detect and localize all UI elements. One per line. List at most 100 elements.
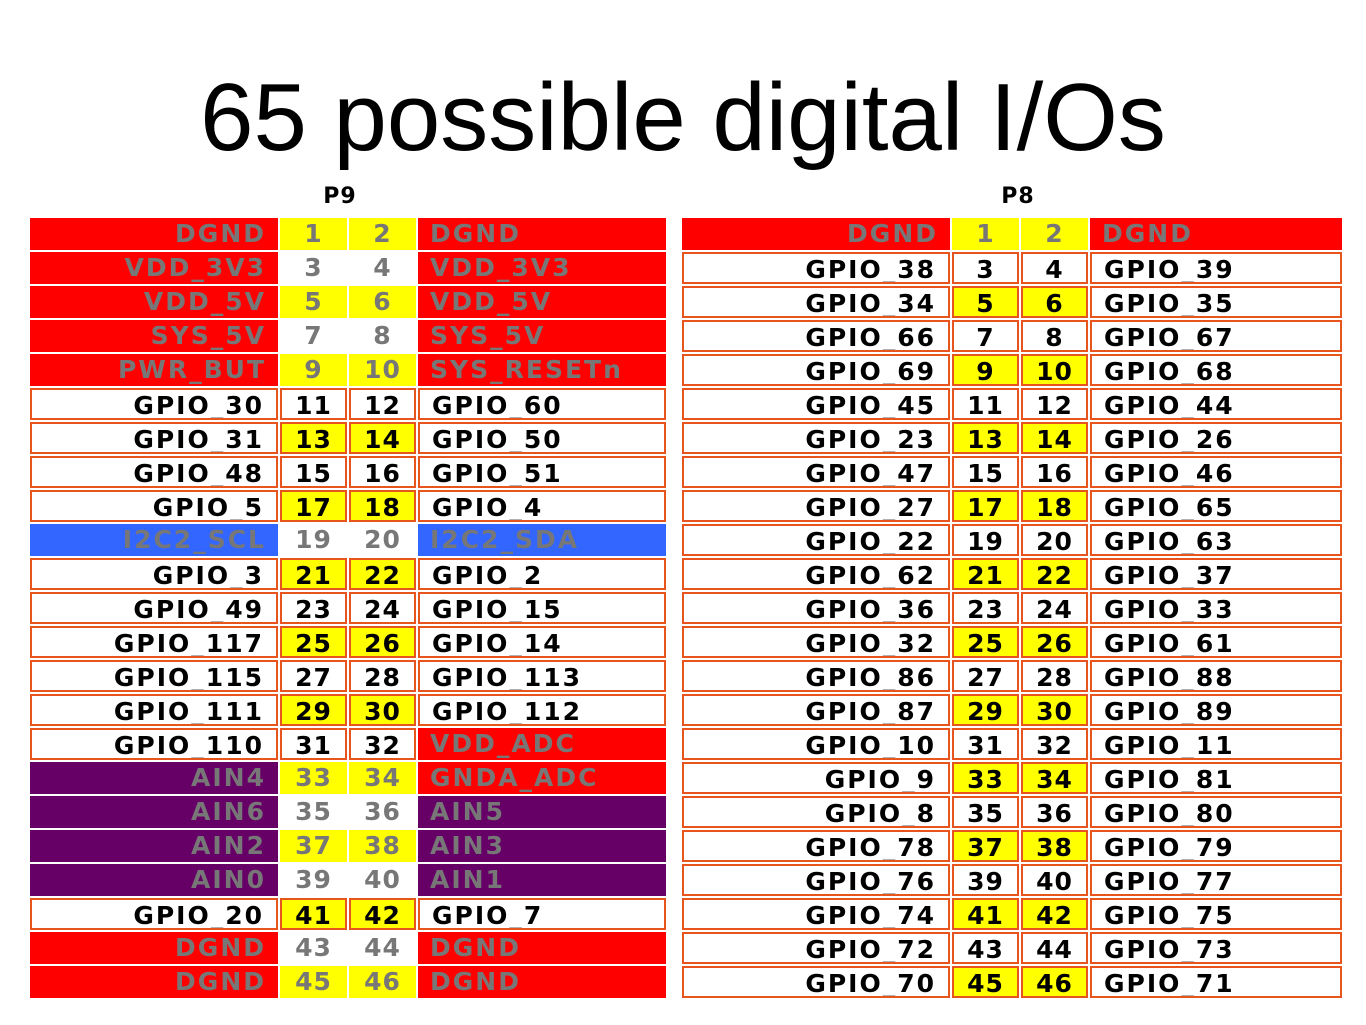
pin-signal-right: GPIO_79 [1090, 830, 1342, 862]
pin-number-right: 34 [1021, 762, 1088, 794]
pin-signal-left: GPIO_49 [30, 592, 278, 624]
pin-signal-right: AIN3 [418, 830, 666, 862]
pin-signal-right: GPIO_11 [1090, 728, 1342, 760]
pin-signal-right: GPIO_4 [418, 490, 666, 522]
pin-number-right: 4 [349, 252, 416, 284]
pin-number-left: 11 [952, 388, 1019, 420]
pin-signal-right: GPIO_44 [1090, 388, 1342, 420]
pin-signal-left: GPIO_117 [30, 626, 278, 658]
pin-signal-left: GPIO_47 [682, 456, 950, 488]
pin-number-left: 23 [280, 592, 347, 624]
pin-row: GPIO_78 37 38 GPIO_79 [682, 830, 1342, 864]
pin-signal-left: GPIO_87 [682, 694, 950, 726]
pin-signal-right: I2C2_SDA [418, 524, 666, 556]
pin-number-right: 24 [1021, 592, 1088, 624]
pin-signal-left: GPIO_27 [682, 490, 950, 522]
pin-signal-left: DGND [30, 966, 278, 998]
pin-row: GPIO_45 11 12 GPIO_44 [682, 388, 1342, 422]
pin-signal-left: GPIO_110 [30, 728, 278, 760]
pin-row: GPIO_117 25 26 GPIO_14 [30, 626, 666, 660]
pin-signal-left: GPIO_34 [682, 286, 950, 318]
pin-number-left: 7 [952, 320, 1019, 352]
pin-number-right: 18 [1021, 490, 1088, 522]
pin-row: GPIO_111 29 30 GPIO_112 [30, 694, 666, 728]
pin-row: GPIO_36 23 24 GPIO_33 [682, 592, 1342, 626]
pin-number-left: 11 [280, 388, 347, 420]
pin-signal-left: VDD_3V3 [30, 252, 278, 284]
pin-row: VDD_5V 5 6 VDD_5V [30, 286, 666, 320]
pin-number-right: 26 [1021, 626, 1088, 658]
pin-number-left: 7 [280, 320, 347, 352]
pin-signal-left: GPIO_111 [30, 694, 278, 726]
pin-signal-left: DGND [682, 218, 950, 250]
pin-signal-right: GPIO_50 [418, 422, 666, 454]
pin-signal-right: GPIO_81 [1090, 762, 1342, 794]
pin-number-right: 20 [1021, 524, 1088, 556]
pin-signal-right: GPIO_61 [1090, 626, 1342, 658]
pin-signal-right: VDD_5V [418, 286, 666, 318]
pin-signal-left: GPIO_8 [682, 796, 950, 828]
pin-number-left: 29 [280, 694, 347, 726]
pin-number-right: 32 [1021, 728, 1088, 760]
pin-number-left: 37 [280, 830, 347, 862]
pin-signal-left: GPIO_10 [682, 728, 950, 760]
pin-signal-left: SYS_5V [30, 320, 278, 352]
pin-number-right: 4 [1021, 252, 1088, 284]
pin-row: GPIO_23 13 14 GPIO_26 [682, 422, 1342, 456]
pin-row: GPIO_76 39 40 GPIO_77 [682, 864, 1342, 898]
pin-row: GPIO_34 5 6 GPIO_35 [682, 286, 1342, 320]
pin-number-right: 10 [349, 354, 416, 386]
pin-row: GPIO_74 41 42 GPIO_75 [682, 898, 1342, 932]
pin-signal-right: AIN5 [418, 796, 666, 828]
pin-number-left: 15 [952, 456, 1019, 488]
pin-number-right: 16 [349, 456, 416, 488]
pin-signal-left: GPIO_30 [30, 388, 278, 420]
pin-number-left: 27 [280, 660, 347, 692]
pin-signal-right: GPIO_15 [418, 592, 666, 624]
pin-number-left: 3 [952, 252, 1019, 284]
pin-signal-left: GPIO_22 [682, 524, 950, 556]
pin-signal-right: GPIO_7 [418, 898, 666, 930]
pin-number-right: 2 [349, 218, 416, 250]
pin-signal-right: GPIO_63 [1090, 524, 1342, 556]
pin-number-right: 46 [1021, 966, 1088, 998]
slide-title: 65 possible digital I/Os [200, 64, 1166, 171]
pin-row: AIN0 39 40 AIN1 [30, 864, 666, 898]
pin-number-right: 10 [1021, 354, 1088, 386]
pin-row: GPIO_69 9 10 GPIO_68 [682, 354, 1342, 388]
pin-number-right: 30 [1021, 694, 1088, 726]
pin-signal-right: GPIO_71 [1090, 966, 1342, 998]
pin-number-right: 44 [1021, 932, 1088, 964]
pin-number-left: 13 [280, 422, 347, 454]
pin-row: GPIO_22 19 20 GPIO_63 [682, 524, 1342, 558]
pin-signal-right: GPIO_80 [1090, 796, 1342, 828]
pin-signal-right: SYS_RESETn [418, 354, 666, 386]
pin-number-right: 6 [349, 286, 416, 318]
pin-number-right: 38 [349, 830, 416, 862]
pin-signal-left: AIN0 [30, 864, 278, 896]
pin-signal-left: I2C2_SCL [30, 524, 278, 556]
pin-row: GPIO_86 27 28 GPIO_88 [682, 660, 1342, 694]
pin-signal-left: DGND [30, 218, 278, 250]
pin-signal-right: GPIO_26 [1090, 422, 1342, 454]
pin-number-right: 36 [1021, 796, 1088, 828]
pin-number-left: 43 [280, 932, 347, 964]
pin-number-left: 31 [952, 728, 1019, 760]
pin-number-left: 17 [952, 490, 1019, 522]
pin-row: DGND 1 2 DGND [30, 218, 666, 252]
pin-signal-right: GPIO_2 [418, 558, 666, 590]
pin-signal-left: GPIO_78 [682, 830, 950, 862]
pin-signal-left: GPIO_9 [682, 762, 950, 794]
pin-signal-left: GPIO_3 [30, 558, 278, 590]
pin-signal-right: GPIO_14 [418, 626, 666, 658]
pin-row: GPIO_31 13 14 GPIO_50 [30, 422, 666, 456]
pin-signal-left: AIN4 [30, 762, 278, 794]
pin-signal-left: GPIO_48 [30, 456, 278, 488]
pin-row: GPIO_32 25 26 GPIO_61 [682, 626, 1342, 660]
pin-number-left: 41 [280, 898, 347, 930]
pin-signal-left: GPIO_31 [30, 422, 278, 454]
pin-signal-right: GPIO_60 [418, 388, 666, 420]
pin-signal-right: GPIO_89 [1090, 694, 1342, 726]
pin-row: I2C2_SCL 19 20 I2C2_SDA [30, 524, 666, 558]
pin-signal-right: GPIO_77 [1090, 864, 1342, 896]
